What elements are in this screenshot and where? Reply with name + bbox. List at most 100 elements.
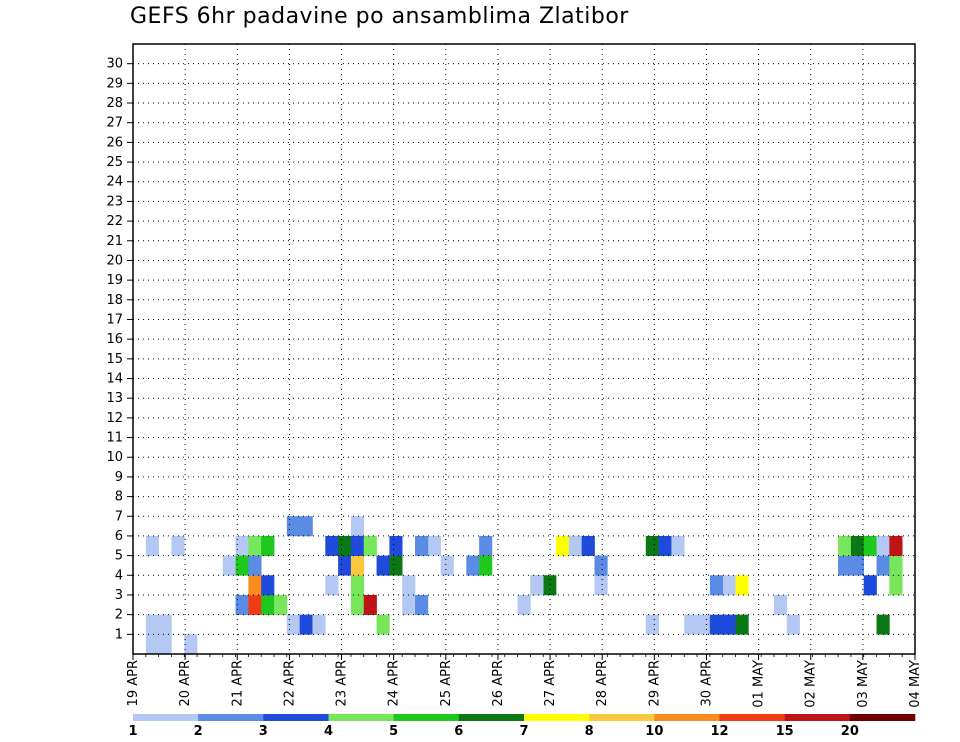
heatmap-cell (325, 535, 339, 556)
heatmap-cell (773, 594, 788, 615)
heatmap-cell (338, 535, 352, 556)
colorbar-label: 20 (841, 724, 859, 739)
heatmap-cell (850, 555, 865, 576)
heatmap-cell (479, 535, 493, 556)
heatmap-cell (248, 594, 262, 615)
heatmap-cell (261, 535, 275, 556)
x-tick-label: 30 APR (699, 660, 714, 706)
heatmap-cell (350, 535, 365, 556)
y-tick-label: 14 (106, 372, 123, 387)
colorbar-label: 2 (194, 724, 203, 739)
heatmap-cell (889, 575, 903, 596)
x-tick-label: 01 MAY (752, 660, 767, 708)
heatmap-cell (325, 575, 339, 596)
heatmap-cell (697, 614, 711, 635)
y-tick-label: 13 (106, 391, 123, 406)
heatmap-cell (363, 535, 377, 556)
colorbar-segment (524, 714, 590, 721)
y-tick-label: 15 (106, 352, 123, 367)
heatmap-cell (568, 535, 582, 556)
heatmap-cell (530, 575, 544, 596)
x-tick-label: 27 APR (543, 660, 558, 706)
heatmap-cell (876, 614, 890, 635)
heatmap-cell (645, 535, 659, 556)
colorbar-segment (263, 714, 329, 721)
y-tick-label: 24 (106, 175, 123, 190)
colorbar-segment (589, 714, 655, 721)
heatmap-cell (876, 535, 890, 556)
y-tick-label: 29 (106, 76, 123, 91)
heatmap-cell (376, 614, 390, 635)
heatmap-cell (389, 555, 403, 576)
x-tick-label: 25 APR (439, 660, 454, 706)
heatmap-cell (581, 535, 595, 556)
x-tick-label: 19 APR (126, 660, 141, 706)
colorbar-segment (458, 714, 525, 721)
y-tick-label: 11 (106, 431, 123, 446)
y-tick-label: 16 (106, 332, 123, 347)
heatmap-cell (350, 575, 365, 596)
x-tick-label: 04 MAY (908, 660, 923, 708)
heatmap-cell (594, 575, 608, 596)
heatmap-cell (235, 535, 249, 556)
x-tick-label: 24 APR (387, 660, 402, 706)
heatmap-cell (299, 516, 313, 537)
x-tick-label: 21 APR (230, 660, 245, 706)
y-tick-label: 6 (115, 529, 123, 544)
heatmap-cell (645, 614, 659, 635)
heatmap-cell (261, 594, 275, 615)
heatmap-cell (850, 535, 865, 556)
heatmap-cell (248, 575, 262, 596)
heatmap-cell (248, 555, 262, 576)
heatmap-cell (466, 555, 480, 576)
y-tick-label: 12 (106, 411, 123, 426)
heatmap-cell (863, 535, 877, 556)
heatmap-cell (158, 634, 172, 655)
colorbar-label: 12 (710, 724, 728, 739)
y-tick-label: 3 (115, 588, 123, 603)
heatmap-cell (286, 516, 300, 537)
heatmap-cell (876, 555, 890, 576)
heatmap-cell (722, 614, 736, 635)
heatmap-cell (299, 614, 313, 635)
heatmap-cell (145, 614, 159, 635)
heatmap-cell (684, 614, 698, 635)
heatmap-cell (402, 575, 416, 596)
heatmap-cell (735, 575, 749, 596)
heatmap-cell (350, 555, 365, 576)
heatmap-cell (158, 614, 172, 635)
heatmap-cell (889, 555, 903, 576)
heatmap-cell (415, 594, 429, 615)
heatmap-cell (838, 555, 852, 576)
heatmap-cell (389, 535, 403, 556)
x-tick-label: 29 APR (647, 660, 662, 706)
heatmap-cell (863, 575, 877, 596)
colorbar-label: 3 (259, 724, 268, 739)
y-tick-label: 17 (106, 312, 123, 327)
chart-title: GEFS 6hr padavine po ansamblima Zlatibor (130, 4, 629, 29)
heatmap-cell (709, 614, 724, 635)
heatmap-cell (261, 575, 275, 596)
colorbar-label: 8 (585, 724, 594, 739)
heatmap-cell (415, 535, 429, 556)
heatmap-cell (235, 555, 249, 576)
y-tick-label: 1 (115, 627, 123, 642)
y-tick-label: 21 (106, 234, 123, 249)
heatmap-cell (363, 594, 377, 615)
heatmap-cell (338, 555, 352, 576)
colorbar-segment (719, 714, 785, 721)
x-tick-label: 26 APR (491, 660, 506, 706)
heatmap-cell (222, 555, 236, 576)
colorbar-label: 5 (389, 724, 398, 739)
colorbar-segment (133, 714, 199, 721)
heatmap-cell (402, 594, 416, 615)
y-tick-label: 27 (106, 116, 123, 131)
x-tick-label: 20 APR (178, 660, 193, 706)
heatmap-cell (671, 535, 685, 556)
heatmap-cell (838, 535, 852, 556)
colorbar-label: 6 (454, 724, 463, 739)
heatmap-cell (517, 594, 531, 615)
colorbar-segment (198, 714, 264, 721)
heatmap-cell (556, 535, 570, 556)
